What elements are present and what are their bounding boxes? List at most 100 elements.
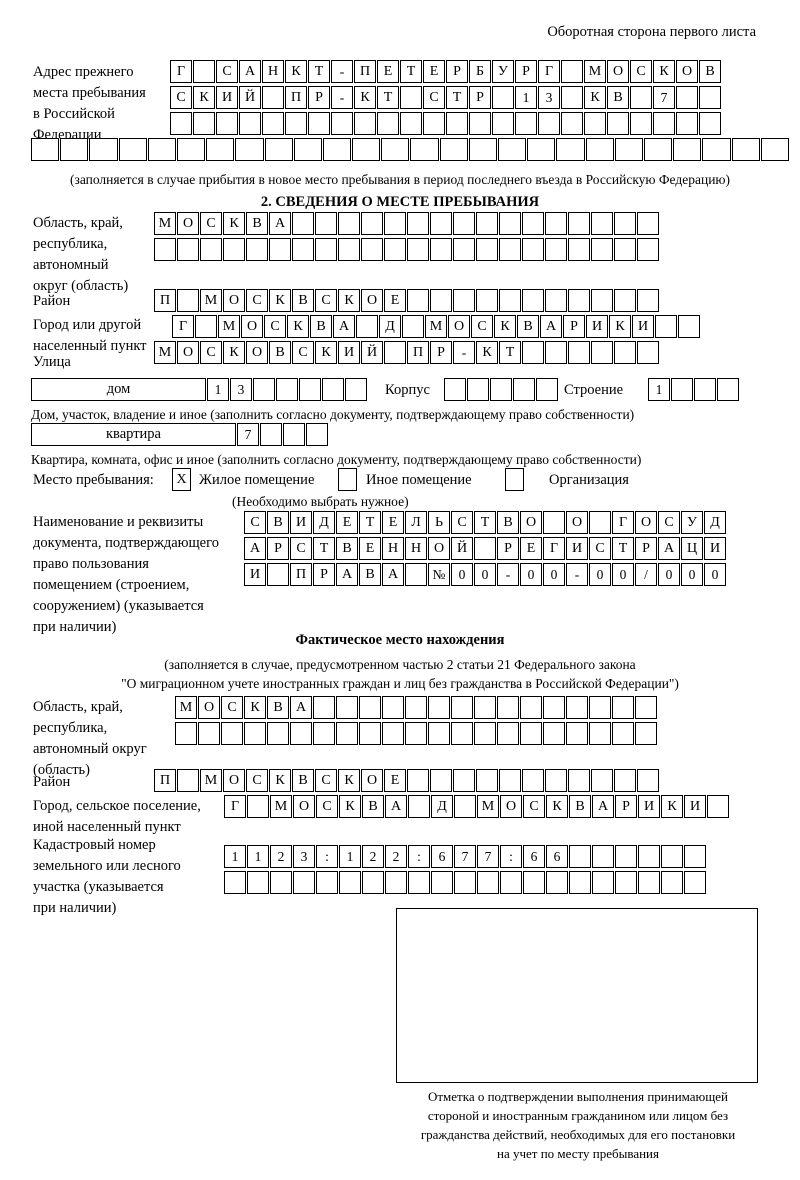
char-cell[interactable]: Г	[172, 315, 194, 338]
char-cell[interactable]: Й	[239, 86, 261, 109]
char-cell[interactable]	[451, 696, 473, 719]
stroenie-cells[interactable]: 1	[648, 378, 739, 401]
char-cell[interactable]	[439, 138, 468, 161]
char-cell[interactable]: Т	[313, 537, 335, 560]
char-cell[interactable]: С	[315, 289, 337, 312]
char-cell[interactable]	[513, 378, 535, 401]
char-cell[interactable]	[561, 112, 583, 135]
char-cell[interactable]: П	[154, 289, 176, 312]
char-cell[interactable]	[223, 238, 245, 261]
char-cell[interactable]	[497, 696, 519, 719]
char-cell[interactable]: Р	[515, 60, 537, 83]
char-cell[interactable]	[299, 378, 321, 401]
char-cell[interactable]: Е	[382, 511, 404, 534]
char-cell[interactable]: С	[264, 315, 286, 338]
char-cell[interactable]	[474, 537, 496, 560]
char-cell[interactable]: С	[658, 511, 680, 534]
char-cell[interactable]	[193, 60, 215, 83]
char-cell[interactable]	[430, 769, 452, 792]
char-cell[interactable]	[515, 112, 537, 135]
checkbox-organization[interactable]	[505, 468, 524, 491]
char-cell[interactable]	[717, 378, 739, 401]
char-cell[interactable]	[384, 212, 406, 235]
char-cell[interactable]: Д	[431, 795, 453, 818]
char-cell[interactable]: С	[290, 537, 312, 560]
char-cell[interactable]: 2	[270, 845, 292, 868]
char-cell[interactable]: М	[584, 60, 606, 83]
char-cell[interactable]: П	[354, 60, 376, 83]
char-cell[interactable]	[382, 722, 404, 745]
char-cell[interactable]	[676, 112, 698, 135]
char-cell[interactable]	[500, 871, 522, 894]
char-cell[interactable]	[451, 722, 473, 745]
char-cell[interactable]	[474, 696, 496, 719]
char-cell[interactable]	[655, 315, 677, 338]
char-cell[interactable]	[615, 845, 637, 868]
char-cell[interactable]	[522, 769, 544, 792]
char-cell[interactable]: 1	[648, 378, 670, 401]
char-cell[interactable]	[476, 238, 498, 261]
char-cell[interactable]	[467, 378, 489, 401]
char-cell[interactable]: 6	[431, 845, 453, 868]
char-cell[interactable]: Г	[170, 60, 192, 83]
char-cell[interactable]	[405, 563, 427, 586]
char-cell[interactable]	[154, 238, 176, 261]
char-cell[interactable]: 1	[224, 845, 246, 868]
char-cell[interactable]: К	[653, 60, 675, 83]
char-cell[interactable]	[499, 769, 521, 792]
char-cell[interactable]	[339, 871, 361, 894]
char-cell[interactable]: С	[523, 795, 545, 818]
prev-address-row-3[interactable]	[170, 112, 721, 135]
checkbox-residential[interactable]: X	[172, 468, 191, 491]
char-cell[interactable]: 3	[230, 378, 252, 401]
char-cell[interactable]	[193, 112, 215, 135]
char-cell[interactable]: Р	[313, 563, 335, 586]
char-cell[interactable]: С	[589, 537, 611, 560]
char-cell[interactable]: :	[408, 845, 430, 868]
char-cell[interactable]: К	[287, 315, 309, 338]
char-cell[interactable]: Н	[262, 60, 284, 83]
confirmation-stamp-box[interactable]	[396, 908, 758, 1083]
char-cell[interactable]: 3	[293, 845, 315, 868]
char-cell[interactable]: О	[223, 769, 245, 792]
char-cell[interactable]: Г	[224, 795, 246, 818]
char-cell[interactable]	[568, 769, 590, 792]
char-cell[interactable]: О	[293, 795, 315, 818]
char-cell[interactable]	[561, 86, 583, 109]
char-cell[interactable]	[269, 238, 291, 261]
char-cell[interactable]: -	[566, 563, 588, 586]
char-cell[interactable]	[476, 769, 498, 792]
char-cell[interactable]	[381, 138, 410, 161]
char-cell[interactable]	[522, 341, 544, 364]
char-cell[interactable]	[591, 341, 613, 364]
char-cell[interactable]: К	[338, 769, 360, 792]
char-cell[interactable]	[536, 378, 558, 401]
char-cell[interactable]	[175, 722, 197, 745]
char-cell[interactable]	[476, 289, 498, 312]
char-cell[interactable]: В	[517, 315, 539, 338]
char-cell[interactable]: К	[193, 86, 215, 109]
char-cell[interactable]	[322, 378, 344, 401]
char-cell[interactable]	[322, 138, 352, 161]
char-cell[interactable]: 3	[538, 86, 560, 109]
char-cell[interactable]: К	[609, 315, 631, 338]
char-cell[interactable]: Т	[400, 60, 422, 83]
char-cell[interactable]: К	[339, 795, 361, 818]
char-cell[interactable]	[592, 845, 614, 868]
char-cell[interactable]: Ь	[428, 511, 450, 534]
char-cell[interactable]: С	[630, 60, 652, 83]
char-cell[interactable]	[760, 138, 789, 161]
char-cell[interactable]	[362, 871, 384, 894]
char-cell[interactable]: Р	[469, 86, 491, 109]
char-cell[interactable]: О	[241, 315, 263, 338]
char-cell[interactable]	[444, 378, 466, 401]
char-cell[interactable]	[476, 212, 498, 235]
char-cell[interactable]: К	[476, 341, 498, 364]
char-cell[interactable]	[638, 871, 660, 894]
char-cell[interactable]: Р	[563, 315, 585, 338]
char-cell[interactable]	[614, 341, 636, 364]
char-cell[interactable]: М	[270, 795, 292, 818]
char-cell[interactable]	[589, 696, 611, 719]
char-cell[interactable]	[331, 112, 353, 135]
